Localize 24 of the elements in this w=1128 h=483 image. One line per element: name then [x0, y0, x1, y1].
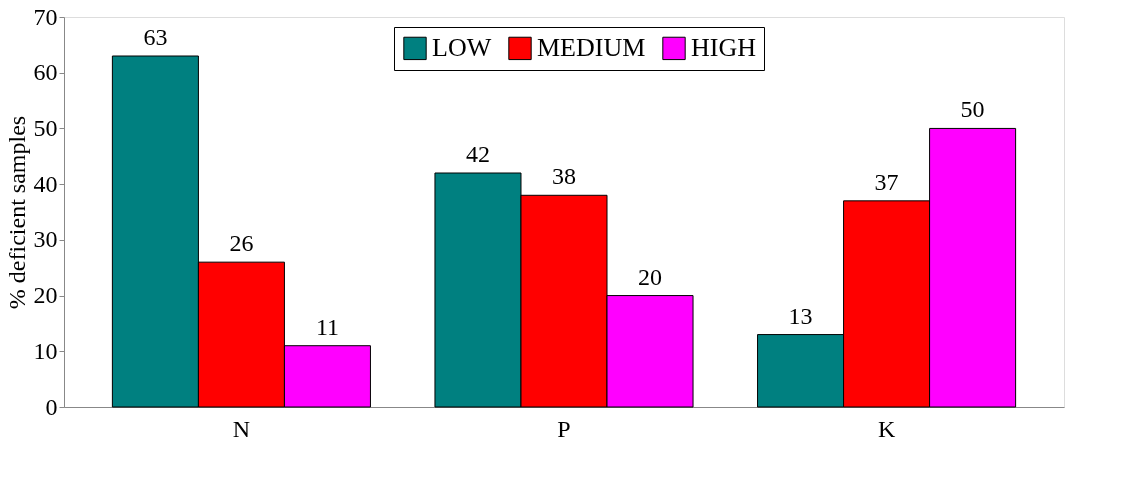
data-label: 37	[874, 168, 899, 195]
data-label: 13	[788, 302, 813, 329]
data-label: 11	[315, 313, 339, 340]
data-label: 26	[229, 230, 254, 257]
data-label: 50	[960, 96, 985, 123]
legend-label: LOW	[432, 33, 492, 63]
y-tick-label: 60	[33, 59, 58, 86]
y-axis-title: % deficient samples	[3, 115, 30, 310]
data-label: 42	[465, 141, 490, 167]
y-tick-label: 20	[33, 282, 58, 309]
y-tick-label: 30	[33, 226, 58, 253]
y-tick-label: 70	[33, 3, 58, 30]
x-tick-label: P	[557, 415, 571, 442]
x-tick-label: K	[877, 415, 896, 442]
y-tick-label: 40	[33, 170, 58, 197]
data-label: 20	[638, 263, 663, 290]
y-tick-label: 0	[45, 393, 58, 420]
data-label: 38	[552, 163, 576, 190]
x-tick-label: N	[232, 415, 251, 442]
y-tick-label: 10	[33, 337, 58, 364]
legend-label: HIGH	[691, 33, 757, 63]
data-label: 63	[143, 24, 168, 50]
legend-label: MEDIUM	[537, 33, 646, 63]
y-tick-label: 50	[33, 114, 58, 141]
